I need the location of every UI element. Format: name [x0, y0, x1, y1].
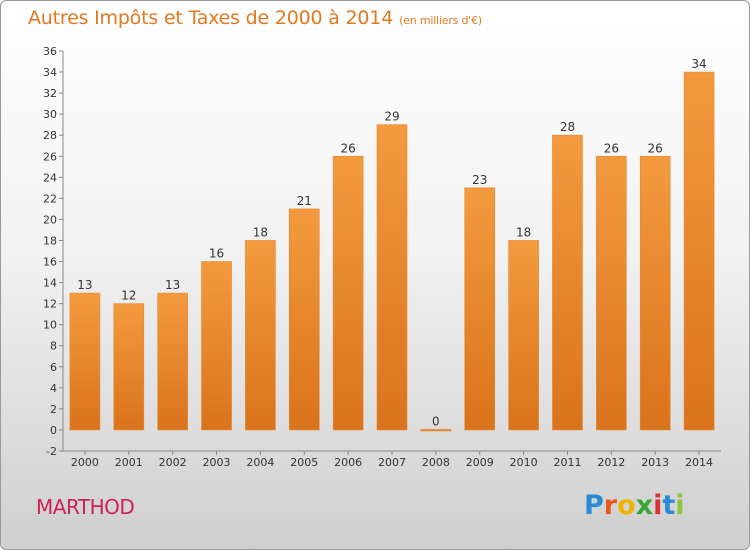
x-tick-label: 2006 — [334, 456, 362, 469]
y-tick-label: 12 — [43, 298, 57, 311]
y-tick-label: 4 — [50, 382, 57, 395]
y-tick-label: 18 — [43, 234, 57, 247]
bar-2006 — [332, 155, 364, 431]
x-tick-label: 2009 — [466, 456, 494, 469]
bar-value-label: 29 — [384, 110, 399, 124]
bar-2003 — [201, 261, 232, 431]
x-tick-label: 2004 — [246, 456, 274, 469]
bar-2005 — [288, 208, 320, 431]
x-tick-label: 2005 — [290, 456, 318, 469]
bar-value-label: 28 — [560, 120, 575, 134]
x-tick-label: 2013 — [641, 456, 669, 469]
y-tick-label: -2 — [46, 445, 57, 458]
x-tick-label: 2002 — [159, 456, 187, 469]
bar-2004 — [245, 240, 276, 431]
logo-letter: r — [603, 490, 618, 521]
proxiti-logo: Proxiti — [584, 490, 685, 521]
bar-2013 — [639, 155, 671, 431]
y-tick-label: 8 — [50, 340, 57, 353]
bar-2000 — [69, 292, 101, 431]
bar-value-label: 26 — [604, 141, 619, 155]
bar-value-label: 23 — [472, 173, 487, 187]
logo-letter: o — [617, 490, 636, 521]
y-tick-label: 16 — [43, 256, 57, 269]
bar-2014 — [683, 71, 715, 431]
bar-2007 — [376, 124, 408, 431]
x-tick-label: 2008 — [422, 456, 450, 469]
logo-letter: i — [653, 490, 663, 521]
x-tick-label: 2007 — [378, 456, 406, 469]
bar-value-label: 21 — [297, 194, 312, 208]
y-tick-label: 28 — [43, 129, 57, 142]
bar-value-label: 34 — [691, 57, 706, 71]
y-tick-label: 0 — [50, 424, 57, 437]
y-tick-label: 26 — [43, 150, 57, 163]
bar-value-label: 13 — [77, 278, 92, 292]
y-tick-label: 34 — [43, 66, 57, 79]
bar-2002 — [157, 292, 188, 431]
bar-2001 — [113, 303, 145, 431]
y-tick-label: 6 — [50, 361, 57, 374]
x-tick-label: 2000 — [71, 456, 99, 469]
bar-2012 — [596, 155, 627, 431]
bar-value-label: 18 — [253, 225, 268, 239]
y-tick-label: 14 — [43, 277, 57, 290]
x-tick-label: 2001 — [115, 456, 143, 469]
bar-2010 — [508, 240, 539, 431]
y-tick-label: 2 — [50, 403, 57, 416]
y-tick-label: 32 — [43, 87, 57, 100]
y-tick-label: 36 — [43, 45, 57, 58]
bar-value-label: 16 — [209, 247, 224, 261]
bar-value-label: 13 — [165, 278, 180, 292]
x-tick-label: 2012 — [597, 456, 625, 469]
x-tick-label: 2003 — [203, 456, 231, 469]
y-tick-label: 20 — [43, 213, 57, 226]
bar-value-label: 12 — [121, 289, 136, 303]
y-tick-label: 24 — [43, 171, 57, 184]
x-tick-label: 2011 — [553, 456, 581, 469]
bar-2009 — [464, 187, 496, 431]
chart-title: Autres Impôts et Taxes de 2000 à 2014 (en… — [28, 7, 482, 29]
bar-value-label: 26 — [648, 141, 663, 155]
bar-value-label: 18 — [516, 225, 531, 239]
bar-2011 — [552, 134, 583, 431]
logo-letter: t — [662, 490, 676, 521]
logo-letter: x — [635, 490, 654, 521]
logo-letter: P — [584, 490, 604, 521]
x-tick-label: 2014 — [685, 456, 713, 469]
x-tick-label: 2010 — [510, 456, 538, 469]
chart-subtitle: (en milliers d'€) — [399, 14, 482, 27]
y-tick-label: 10 — [43, 319, 57, 332]
y-tick-label: 22 — [43, 192, 57, 205]
y-tick-label: 30 — [43, 108, 57, 121]
city-name: MARTHOD — [36, 495, 135, 519]
bar-2008 — [420, 429, 452, 432]
logo-letter: i — [675, 490, 685, 521]
bar-value-label: 26 — [340, 141, 355, 155]
bar-value-label: 0 — [432, 414, 440, 428]
title-text: Autres Impôts et Taxes de 2000 à 2014 — [28, 7, 394, 29]
